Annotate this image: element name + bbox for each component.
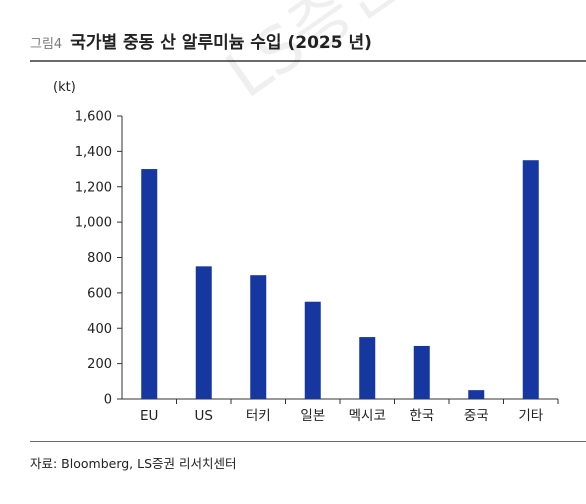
y-tick-label: 1,400 — [75, 145, 112, 160]
x-tick-label: 중국 — [464, 408, 489, 424]
x-tick-label: 멕시코 — [349, 408, 386, 424]
bar — [522, 160, 539, 399]
figure-header: 그림4 국가별 중동 산 알루미늄 수입 (2025 년) — [30, 28, 372, 58]
x-tick-label: EU — [140, 408, 158, 424]
bar — [468, 390, 485, 399]
y-tick-label: 400 — [87, 322, 112, 337]
x-tick-label: US — [195, 408, 213, 424]
bar — [195, 266, 212, 399]
chart-title: 국가별 중동 산 알루미늄 수입 (2025 년) — [70, 33, 372, 53]
y-tick-label: 0 — [104, 393, 112, 408]
figure-label: 그림4 — [30, 37, 63, 52]
bar — [141, 169, 158, 399]
y-tick-label: 800 — [87, 251, 112, 266]
bar — [250, 275, 267, 399]
x-tick-label: 일본 — [300, 408, 325, 424]
y-tick-label: 200 — [87, 357, 112, 372]
bar — [304, 301, 321, 399]
x-tick-label: 터키 — [246, 408, 271, 424]
y-tick-label: 600 — [87, 286, 112, 301]
y-tick-label: 1,000 — [75, 216, 112, 231]
y-axis-unit-label: (kt) — [53, 80, 76, 95]
footer-divider — [30, 441, 586, 442]
y-tick-label: 1,200 — [75, 180, 112, 195]
title-divider — [30, 60, 586, 62]
source-note: 자료: Bloomberg, LS증권 리서치센터 — [30, 456, 237, 471]
bar — [359, 337, 376, 399]
x-tick-label: 한국 — [409, 408, 434, 424]
x-tick-label: 기타 — [518, 408, 543, 424]
bar — [413, 345, 430, 399]
y-tick-label: 1,600 — [75, 110, 112, 125]
